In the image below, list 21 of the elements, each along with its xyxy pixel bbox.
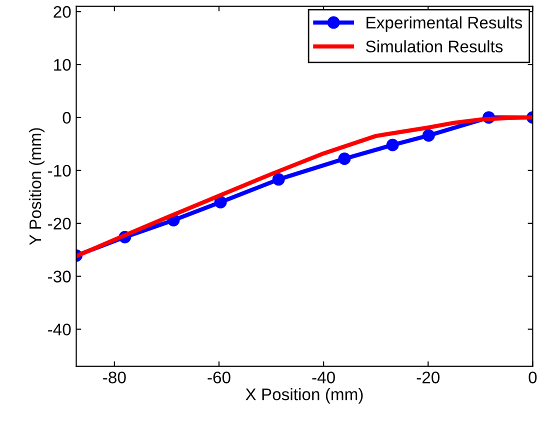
x-tick-label: -80 — [103, 372, 126, 384]
x-tick-label: -40 — [312, 372, 335, 384]
legend-label: Experimental Results — [366, 16, 522, 32]
point — [338, 152, 351, 166]
y-tick-label: 0 — [62, 112, 71, 124]
y-tick-label: -30 — [48, 270, 71, 282]
x-tick-label: 0 — [528, 372, 537, 384]
legend-label: Simulation Results — [366, 40, 503, 52]
y-axis-title: Y Position (mm) — [28, 128, 45, 246]
point — [214, 196, 227, 208]
point — [386, 138, 399, 152]
y-tick-label: 10 — [54, 58, 71, 71]
x-axis-title: X Position (mm) — [246, 388, 363, 404]
point — [272, 173, 285, 186]
y-tick-label: -20 — [48, 218, 71, 230]
x-tick-label: -60 — [208, 372, 230, 384]
y-tick-label: -10 — [48, 164, 71, 177]
y-tick-label: -40 — [48, 324, 71, 336]
point — [422, 129, 435, 142]
x-tick-label: -20 — [416, 372, 440, 384]
y-tick-label: 20 — [54, 6, 71, 18]
